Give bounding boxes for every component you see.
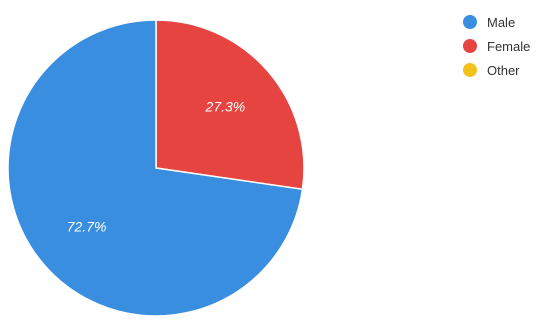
chart-legend: Male Female Other xyxy=(463,10,530,82)
pie-slice-labels: 27.3% 72.7% xyxy=(67,99,246,235)
legend-item-other[interactable]: Other xyxy=(463,58,530,82)
pie-slice-male[interactable] xyxy=(7,19,304,317)
pie-slices xyxy=(7,19,305,317)
pie-slice-label-male: 72.7% xyxy=(67,219,107,235)
legend-label-female: Female xyxy=(487,38,531,54)
pie-slice-female[interactable] xyxy=(155,19,305,191)
legend-label-other: Other xyxy=(487,62,520,78)
pie-slice-label-female: 27.3% xyxy=(205,99,246,115)
legend-swatch-other xyxy=(463,63,477,77)
legend-swatch-female xyxy=(463,39,477,53)
legend-item-female[interactable]: Female xyxy=(463,34,530,58)
legend-swatch-male xyxy=(463,15,477,29)
legend-item-male[interactable]: Male xyxy=(463,10,530,34)
legend-label-male: Male xyxy=(487,14,516,30)
